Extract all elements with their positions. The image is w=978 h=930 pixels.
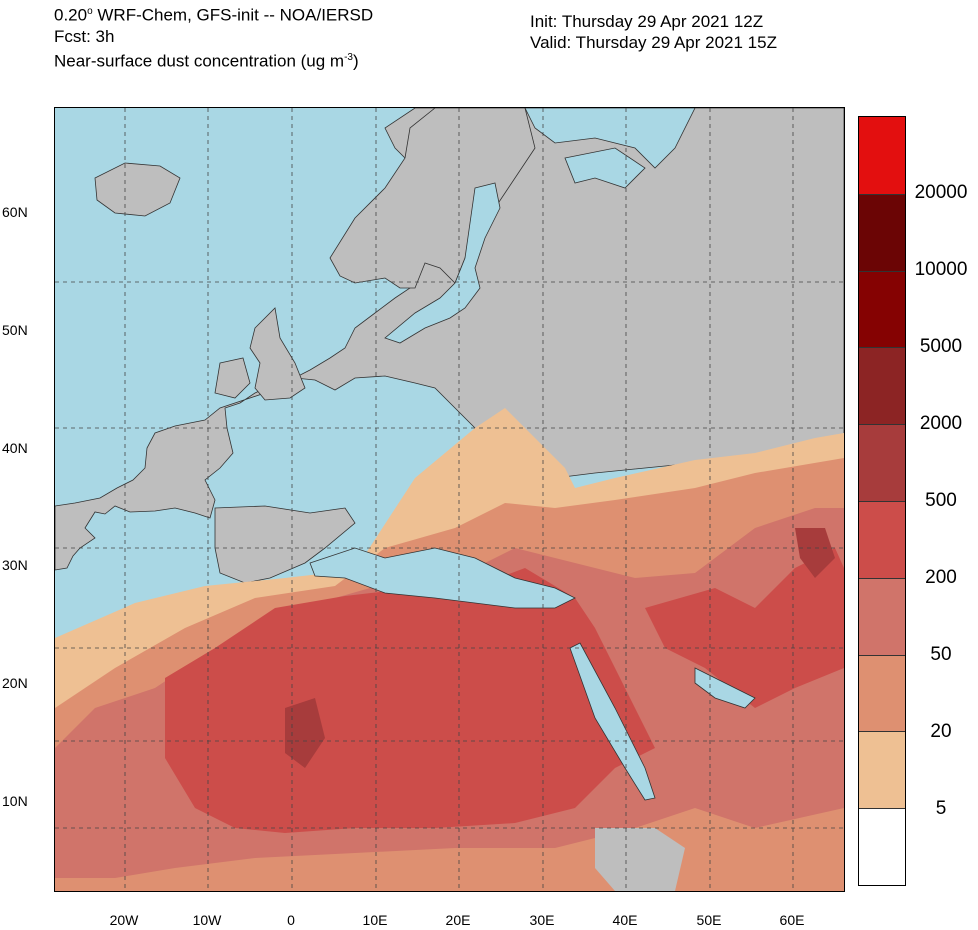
lon-label-10e: 10E: [362, 912, 388, 928]
lon-label-10w: 10W: [192, 912, 222, 928]
valid-time: Valid: Thursday 29 Apr 2021 15Z: [530, 33, 777, 52]
colorbar-label-10000: 10000: [914, 259, 968, 280]
land-eurasia: [55, 108, 844, 571]
baltic-sea: [384, 182, 501, 344]
graticule: [55, 108, 844, 891]
land-ireland: [214, 357, 251, 399]
lat-label-40n: 40N: [2, 440, 28, 456]
colorbar-box-3: [859, 347, 905, 425]
lat-label-10n: 10N: [2, 793, 28, 809]
colorbar-label-20: 20: [930, 721, 952, 742]
lat-label-30n: 30N: [2, 557, 28, 573]
map-canvas: [55, 108, 844, 891]
colorbar-label-2000: 2000: [919, 413, 963, 434]
land-iberia: [214, 505, 356, 584]
colorbar-box-2: [859, 270, 905, 348]
forecast-hour: Fcst: 3h: [54, 26, 115, 46]
title-block: 0.20o WRF-Chem, GFS-init -- NOA/IERSD Fc…: [54, 1, 373, 71]
lon-label-20e: 20E: [445, 912, 471, 928]
colorbar-box-4: [859, 424, 905, 501]
land-iceland: [94, 162, 181, 217]
dust-level-200: [165, 568, 655, 833]
colorbar-label-20000: 20000: [914, 182, 968, 203]
colorbar-label-5: 5: [935, 798, 947, 819]
init-time: Init: Thursday 29 Apr 2021 12Z: [530, 12, 764, 31]
land-ethiopia: [595, 828, 685, 891]
dust-map: [54, 107, 845, 892]
lat-label-20n: 20N: [2, 675, 28, 691]
colorbar-box-0: [859, 117, 905, 194]
colorbar-box-5: [859, 501, 905, 578]
lat-label-60n: 60N: [2, 204, 28, 220]
variable-title: Near-surface dust concentration (ug m-3): [54, 51, 359, 71]
colorbar-box-1: [859, 193, 905, 271]
barents-sea: [524, 108, 696, 169]
lon-label-60e: 60E: [779, 912, 805, 928]
dust-level-500b: [795, 528, 835, 578]
land-uk: [249, 307, 306, 401]
colorbar-box-7: [859, 654, 905, 732]
lon-label-20w: 20W: [109, 912, 139, 928]
colorbar-label-5000: 5000: [919, 336, 963, 357]
dust-level-500: [285, 698, 325, 768]
lat-label-50n: 50N: [2, 322, 28, 338]
colorbar-box-6: [859, 577, 905, 655]
colorbar-box-9: [859, 808, 905, 885]
white-sea: [564, 147, 646, 189]
colorbar-label-500: 500: [925, 490, 957, 511]
lon-label-0: 0: [287, 912, 295, 928]
colorbar-label-50: 50: [930, 644, 952, 665]
dust-level-200b: [645, 548, 844, 708]
colorbar-label-200: 200: [925, 567, 957, 588]
model-title: 0.20o WRF-Chem, GFS-init -- NOA/IERSD: [54, 5, 374, 25]
red-sea: [569, 642, 656, 801]
mediterranean-sea: [309, 547, 576, 609]
colorbar: [858, 116, 906, 886]
lon-label-30e: 30E: [529, 912, 555, 928]
time-block: Init: Thursday 29 Apr 2021 12Z Valid: Th…: [530, 11, 777, 53]
lon-label-40e: 40E: [612, 912, 638, 928]
lon-label-50e: 50E: [696, 912, 722, 928]
colorbar-box-8: [859, 731, 905, 809]
